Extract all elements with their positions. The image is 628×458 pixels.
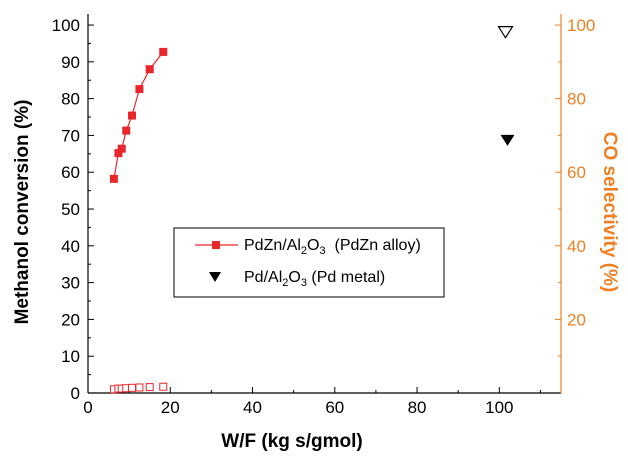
data-point bbox=[145, 383, 154, 392]
y-right-tick-label: 40 bbox=[567, 237, 586, 256]
y-left-tick-label: 20 bbox=[61, 310, 80, 329]
legend-label-pd: Pd/Al2O3 (Pd metal) bbox=[244, 269, 385, 289]
x-tick-label: 80 bbox=[408, 398, 427, 417]
x-tick-label: 60 bbox=[325, 398, 344, 417]
y-left-tick-label: 80 bbox=[61, 90, 80, 109]
y-left-tick-label: 50 bbox=[61, 200, 80, 219]
data-point bbox=[128, 111, 137, 120]
y-left-tick-label: 40 bbox=[61, 237, 80, 256]
legend-box bbox=[173, 227, 445, 298]
y-left-tick-label: 100 bbox=[52, 16, 80, 35]
tick-marks bbox=[87, 24, 561, 394]
x-tick-label: 20 bbox=[161, 398, 180, 417]
y-right-tick-label: 60 bbox=[567, 163, 586, 182]
data-point bbox=[109, 174, 118, 183]
y-left-tick-label: 70 bbox=[61, 126, 80, 145]
legend-marker-pdzn bbox=[212, 241, 220, 249]
y-axis-left-title: Methanol conversion (%) bbox=[12, 100, 33, 325]
data-point bbox=[159, 382, 168, 391]
axes bbox=[87, 14, 562, 394]
data-point bbox=[497, 26, 514, 39]
y-left-tick-label: 30 bbox=[61, 274, 80, 293]
data-point bbox=[135, 85, 144, 94]
y-right-tick-label: 20 bbox=[567, 310, 586, 329]
y-left-tick-label: 10 bbox=[61, 347, 80, 366]
x-axis-title: W/F (kg s/gmol) bbox=[221, 431, 362, 452]
data-point bbox=[159, 47, 168, 56]
legend-marker-pd bbox=[209, 272, 221, 282]
y-left-tick-label: 90 bbox=[61, 53, 80, 72]
y-right-tick-label: 80 bbox=[567, 90, 586, 109]
tick-labels: 0 20 40 60 80 100 0 10 20 30 40 50 60 70 80 90 100 20 40 60… bbox=[52, 16, 596, 417]
data-point bbox=[500, 134, 515, 146]
series-0-line bbox=[113, 51, 164, 179]
y-right-tick-label: 100 bbox=[567, 16, 595, 35]
data-marks bbox=[109, 26, 515, 394]
data-point bbox=[145, 65, 154, 74]
y-left-tick-label: 60 bbox=[61, 163, 80, 182]
x-tick-label: 40 bbox=[243, 398, 262, 417]
data-point bbox=[135, 383, 144, 392]
legend-entry-pdzn: PdZn/Al2O3 (PdZn alloy) bbox=[195, 237, 421, 257]
x-tick-label: 0 bbox=[83, 398, 92, 417]
y-axis-right-title: CO selectivity (%) bbox=[599, 132, 620, 293]
legend-entry-pd: Pd/Al2O3 (Pd metal) bbox=[209, 269, 385, 289]
y-left-tick-label: 0 bbox=[71, 384, 80, 403]
data-point bbox=[122, 126, 131, 135]
data-point bbox=[128, 383, 137, 392]
legend-label-pdzn: PdZn/Al2O3 (PdZn alloy) bbox=[244, 237, 421, 257]
data-point bbox=[114, 149, 123, 158]
x-tick-label: 100 bbox=[485, 398, 513, 417]
legend: PdZn/Al2O3 (PdZn alloy) Pd/Al2O3 (Pd met… bbox=[173, 227, 445, 298]
data-point bbox=[117, 144, 126, 153]
